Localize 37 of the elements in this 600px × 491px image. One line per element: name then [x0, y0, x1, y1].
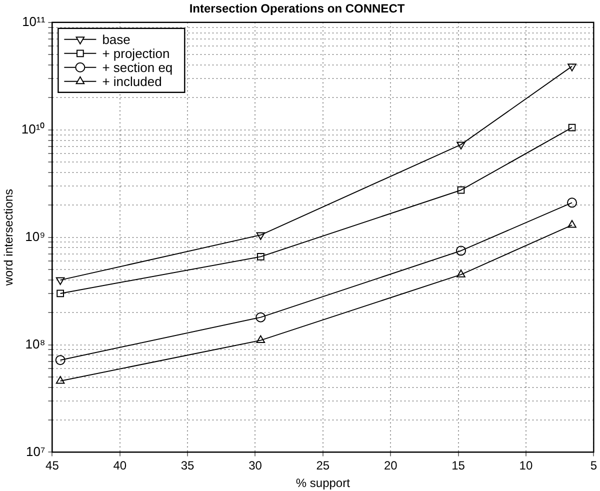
y-tick-label: 10¹¹ [22, 14, 46, 29]
point [256, 232, 266, 240]
y-tick-label: 10⁷ [26, 444, 46, 459]
x-tick-label: 15 [452, 458, 466, 473]
x-tick-label: 20 [384, 458, 398, 473]
point [456, 246, 466, 256]
x-tick-label: 25 [316, 458, 330, 473]
x-tick-label: 40 [113, 458, 127, 473]
point [568, 220, 576, 228]
point [568, 124, 576, 132]
point [256, 253, 264, 260]
legend-label: + section eq [102, 60, 173, 75]
y-axis-title: word intersections [2, 188, 16, 287]
point [55, 355, 66, 366]
point [567, 198, 578, 208]
x-axis-title: % support [296, 476, 351, 490]
x-tick-label: 5 [590, 458, 598, 473]
y-tick-label: 10¹⁰ [21, 121, 46, 136]
y-tick-label: 10⁸ [25, 336, 46, 352]
x-tick-label: 35 [180, 458, 195, 473]
point [456, 142, 466, 150]
x-tick-label: 10 [519, 458, 533, 473]
legend-label: + included [102, 74, 162, 89]
legend-label: + projection [102, 46, 170, 61]
point [56, 376, 65, 384]
point [456, 270, 466, 278]
x-tick-label: 30 [248, 458, 262, 473]
y-tick-label: 10⁹ [25, 228, 46, 244]
legend-label: base [102, 32, 130, 47]
point [568, 64, 576, 72]
point [256, 335, 266, 344]
point [256, 312, 266, 322]
point [457, 186, 465, 194]
point [56, 290, 64, 298]
point [56, 277, 65, 286]
x-tick-label: 45 [46, 458, 60, 473]
chart-title: Intersection Operations on CONNECT [189, 2, 406, 16]
